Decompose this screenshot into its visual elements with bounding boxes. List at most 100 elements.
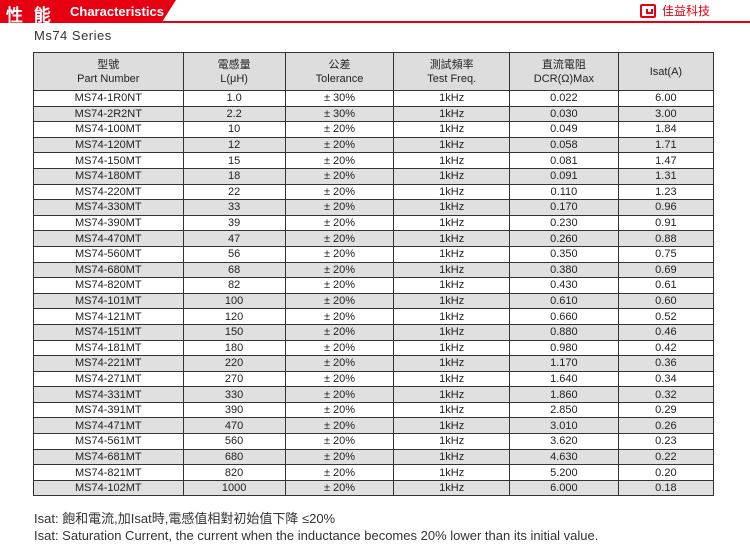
table-cell: ± 30%	[284, 90, 395, 107]
header-notch	[162, 0, 176, 22]
column-header-zh: 直流電阻	[541, 58, 586, 71]
table-cell: 1kHz	[393, 90, 510, 107]
table-cell: 0.081	[508, 152, 619, 169]
table-cell: MS74-102MT	[33, 479, 184, 497]
table-cell: 0.022	[508, 90, 619, 107]
table-cell: 1kHz	[393, 308, 510, 325]
table-cell: 82	[182, 277, 286, 294]
table-cell: 1.0	[182, 90, 286, 107]
table-row: MS74-221MT 220 ± 20% 1kHz 1.170 0.36	[33, 355, 715, 372]
table-cell: 12	[182, 136, 286, 154]
column-header-en: L(μH)	[220, 72, 248, 85]
table-cell: MS74-271MT	[33, 370, 184, 388]
table-row: MS74-181MT 180 ± 20% 1kHz 0.980 0.42	[33, 339, 715, 357]
table-cell: MS74-180MT	[33, 167, 184, 185]
column-header: 測試頻率 Test Freq.	[393, 52, 510, 91]
table-cell: MS74-820MT	[33, 277, 184, 294]
column-header-en: DCR(Ω)Max	[533, 72, 594, 85]
brand: 佳益科技	[639, 2, 710, 19]
table-cell: 1.71	[617, 136, 715, 154]
table-cell: ± 30%	[284, 105, 395, 123]
table-cell: ± 20%	[284, 386, 395, 403]
note-zh: Isat: 飽和電流,加Isat時,電感值相對初始值下降 ≤20%	[34, 511, 336, 526]
table-cell: 5.200	[508, 464, 619, 481]
table-cell: MS74-331MT	[33, 386, 184, 403]
table-cell: 1kHz	[393, 448, 510, 466]
spec-table: 型號 Part Number 電感量 L(μH) 公差 Tolerance 測試頻率 Test…	[33, 52, 715, 497]
table-cell: 120	[182, 308, 286, 325]
table-cell: 1.31	[617, 167, 715, 185]
table-cell: 1kHz	[393, 105, 510, 123]
table-row: MS74-470MT 47 ± 20% 1kHz 0.260 0.88	[33, 230, 715, 247]
table-cell: ± 20%	[284, 136, 395, 154]
table-row: MS74-391MT 390 ± 20% 1kHz 2.850 0.29	[33, 401, 715, 419]
table-cell: 470	[182, 417, 286, 435]
table-cell: ± 20%	[284, 183, 395, 201]
table-cell: 1kHz	[393, 479, 510, 497]
table-cell: 1kHz	[393, 214, 510, 232]
table-cell: 0.69	[617, 261, 715, 279]
table-cell: 0.34	[617, 370, 715, 388]
table-cell: MS74-390MT	[33, 214, 184, 232]
column-header: 電感量 L(μH)	[182, 52, 286, 91]
table-cell: 1kHz	[393, 277, 510, 294]
table-cell: 390	[182, 401, 286, 419]
header-rule	[0, 21, 750, 23]
table-row: MS74-102MT 1000 ± 20% 1kHz 6.000 0.18	[33, 479, 715, 497]
table-cell: 10	[182, 121, 286, 138]
table-cell: 1kHz	[393, 199, 510, 216]
table-cell: 18	[182, 167, 286, 185]
table-cell: ± 20%	[284, 121, 395, 138]
table-cell: 0.96	[617, 199, 715, 216]
table-cell: ± 20%	[284, 167, 395, 185]
table-cell: 6.00	[617, 90, 715, 107]
table-cell: MS74-681MT	[33, 448, 184, 466]
table-cell: 22	[182, 183, 286, 201]
table-cell: 1kHz	[393, 152, 510, 169]
table-cell: 47	[182, 230, 286, 247]
table-cell: 0.23	[617, 433, 715, 450]
table-cell: 0.110	[508, 183, 619, 201]
table-cell: 0.610	[508, 292, 619, 310]
table-cell: 1kHz	[393, 292, 510, 310]
table-cell: 1.860	[508, 386, 619, 403]
table-cell: 1.84	[617, 121, 715, 138]
table-cell: 1kHz	[393, 339, 510, 357]
table-cell: 1kHz	[393, 464, 510, 481]
brand-logo-icon	[639, 3, 656, 18]
table-cell: ± 20%	[284, 401, 395, 419]
table-cell: 1.170	[508, 355, 619, 372]
table-row: MS74-180MT 18 ± 20% 1kHz 0.091 1.31	[33, 167, 715, 185]
table-row: MS74-100MT 10 ± 20% 1kHz 0.049 1.84	[33, 121, 715, 138]
table-cell: ± 20%	[284, 152, 395, 169]
table-cell: 0.75	[617, 245, 715, 263]
table-cell: ± 20%	[284, 464, 395, 481]
header-title-zh: 性 能	[6, 6, 54, 25]
table-cell: 2.850	[508, 401, 619, 419]
table-cell: MS74-561MT	[33, 433, 184, 450]
table-row: MS74-220MT 22 ± 20% 1kHz 0.110 1.23	[33, 183, 715, 201]
table-cell: 15	[182, 152, 286, 169]
note-en: Isat: Saturation Current, the current wh…	[34, 528, 599, 543]
table-cell: 560	[182, 433, 286, 450]
column-header: Isat(A)	[617, 52, 715, 91]
table-cell: ± 20%	[284, 277, 395, 294]
table-cell: 0.980	[508, 339, 619, 357]
column-header-zh: 電感量	[217, 58, 251, 71]
table-cell: 39	[182, 214, 286, 232]
table-cell: 1kHz	[393, 230, 510, 247]
table-cell: MS74-100MT	[33, 121, 184, 138]
column-header-en: Isat(A)	[649, 65, 683, 78]
section-header: 性 能 Characteristics 佳益科技	[0, 0, 750, 26]
table-cell: 680	[182, 448, 286, 466]
table-cell: 56	[182, 245, 286, 263]
table-cell: ± 20%	[284, 479, 395, 497]
table-cell: MS74-151MT	[33, 323, 184, 341]
table-row: MS74-120MT 12 ± 20% 1kHz 0.058 1.71	[33, 136, 715, 154]
table-row: MS74-561MT 560 ± 20% 1kHz 3.620 0.23	[33, 433, 715, 450]
table-cell: ± 20%	[284, 292, 395, 310]
column-header: 型號 Part Number	[33, 52, 184, 91]
column-header-en: Part Number	[77, 72, 140, 85]
column-header-zh: 型號	[97, 58, 120, 71]
table-cell: ± 20%	[284, 339, 395, 357]
